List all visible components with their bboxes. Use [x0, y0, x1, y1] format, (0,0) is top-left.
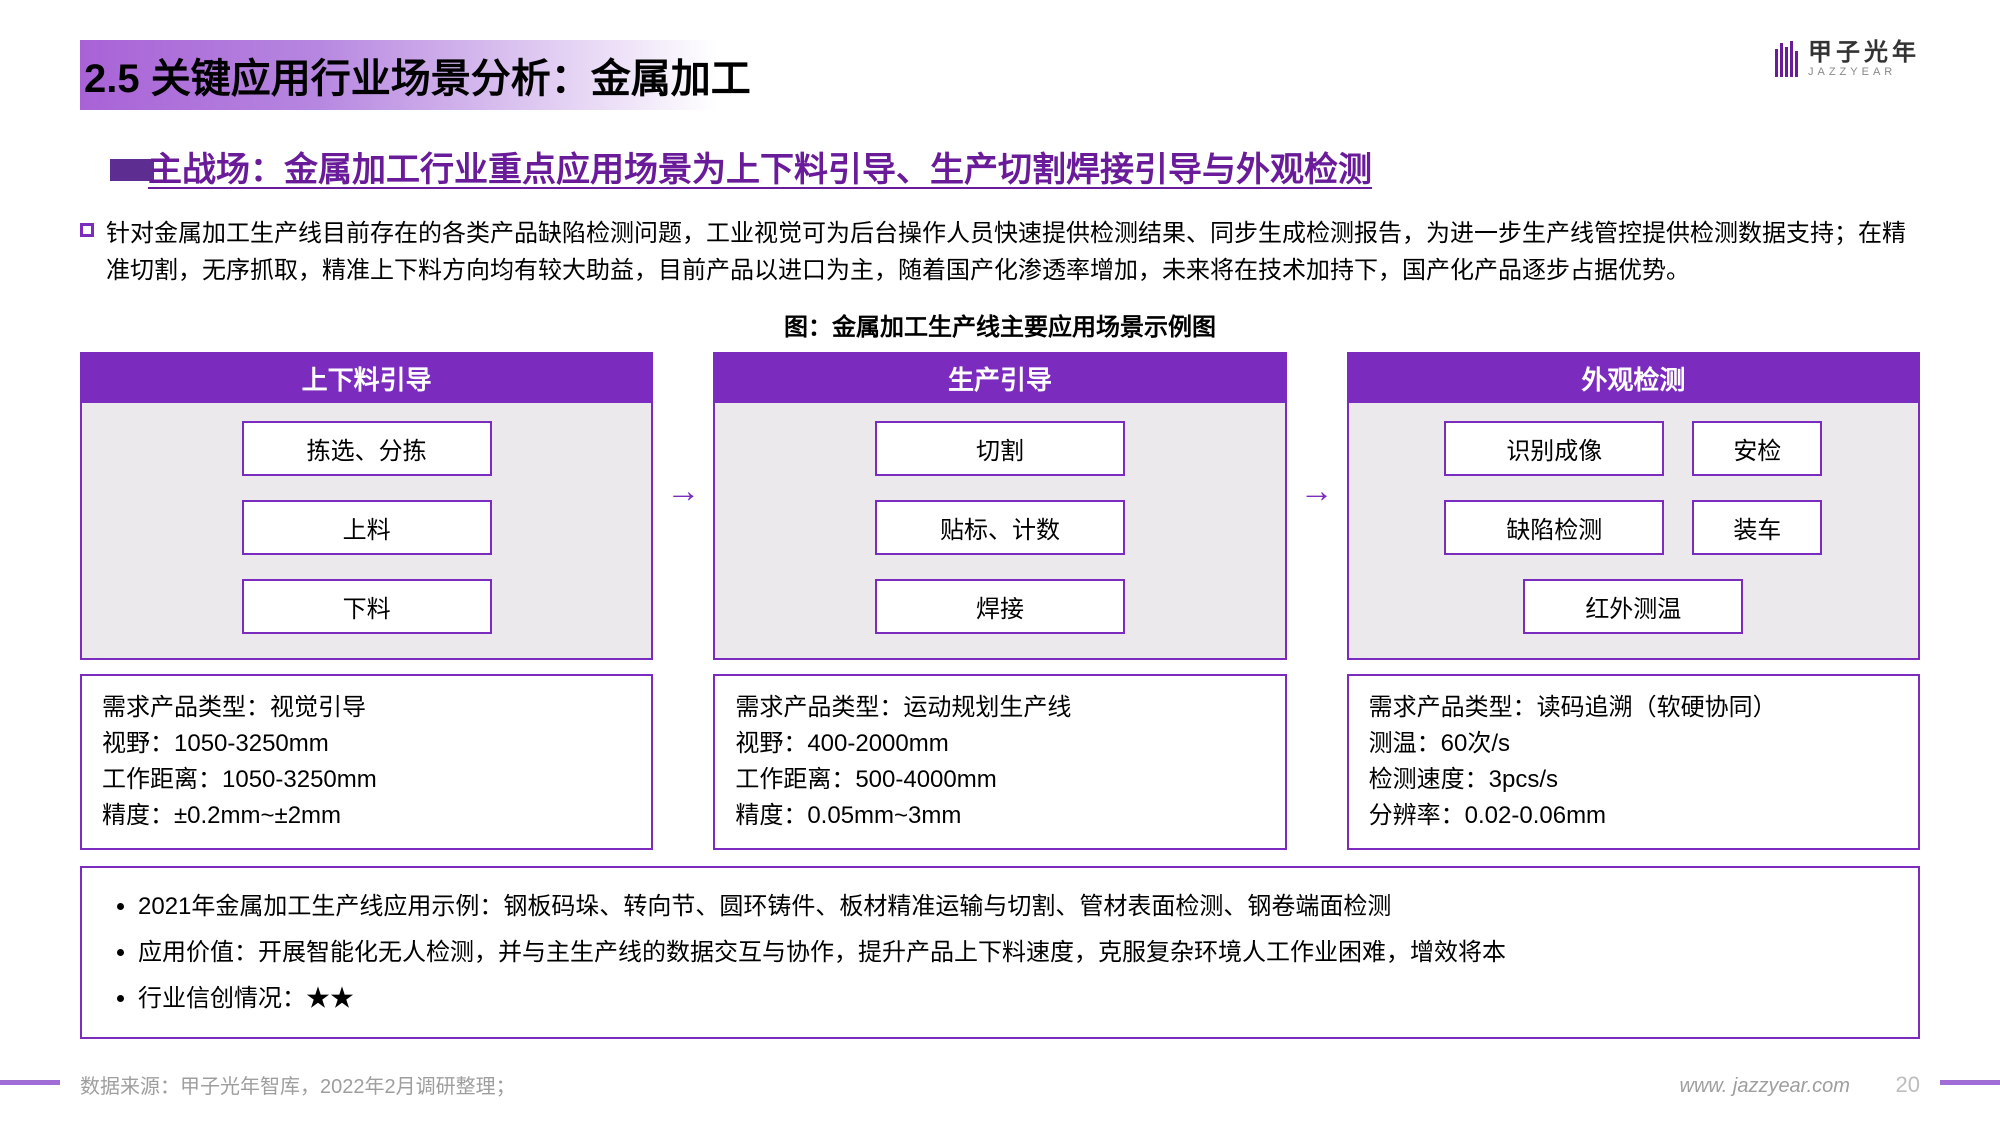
- items-wrap: 拣选、分拣上料下料: [94, 421, 639, 634]
- spec-box: 需求产品类型：运动规划生产线视野：400-2000mm工作距离：500-4000…: [713, 674, 1286, 850]
- item-box: 贴标、计数: [875, 500, 1125, 555]
- footer-accent-right: [1940, 1080, 2000, 1085]
- bottom-summary-box: 2021年金属加工生产线应用示例：钢板码垛、转向节、圆环铸件、板材精准运输与切割…: [80, 866, 1920, 1039]
- items-wrap: 切割贴标、计数焊接: [727, 421, 1272, 634]
- slide-title: 2.5 关键应用行业场景分析：金属加工: [80, 46, 751, 104]
- item-box: 上料: [242, 500, 492, 555]
- brand-name-en: JAZZYEAR: [1808, 66, 1920, 78]
- item-box: 切割: [875, 421, 1125, 476]
- footer-url: www. jazzyear.com: [1680, 1075, 1850, 1097]
- paragraph-text: 针对金属加工生产线目前存在的各类产品缺陷检测问题，工业视觉可为后台操作人员快速提…: [106, 215, 1920, 289]
- arrow-right-icon: →: [665, 352, 701, 511]
- item-row: 红外测温: [1361, 579, 1906, 634]
- slide-footer: 数据来源：甲子光年智库，2022年2月调研整理； www. jazzyear.c…: [80, 1070, 1920, 1099]
- category-card: 上下料引导拣选、分拣上料下料: [80, 352, 653, 660]
- card-header: 上下料引导: [82, 354, 651, 403]
- column-1: 生产引导切割贴标、计数焊接需求产品类型：运动规划生产线视野：400-2000mm…: [713, 352, 1286, 850]
- subtitle-text: 主战场：金属加工行业重点应用场景为上下料引导、生产切割焊接引导与外观检测: [148, 142, 1372, 191]
- spec-box: 需求产品类型：读码追溯（软硬协同）测温：60次/s检测速度：3pcs/s分辨率：…: [1347, 674, 1920, 850]
- paragraph-row: 针对金属加工生产线目前存在的各类产品缺陷检测问题，工业视觉可为后台操作人员快速提…: [80, 215, 1920, 289]
- item-box: 拣选、分拣: [242, 421, 492, 476]
- spec-box: 需求产品类型：视觉引导视野：1050-3250mm工作距离：1050-3250m…: [80, 674, 653, 850]
- item-box: 焊接: [875, 579, 1125, 634]
- category-card: 外观检测识别成像安检缺陷检测装车红外测温: [1347, 352, 1920, 660]
- square-bullet-icon: [80, 223, 94, 237]
- arrow-right-icon: →: [1299, 352, 1335, 511]
- column-2: 外观检测识别成像安检缺陷检测装车红外测温需求产品类型：读码追溯（软硬协同）测温：…: [1347, 352, 1920, 850]
- category-card: 生产引导切割贴标、计数焊接: [713, 352, 1286, 660]
- card-header: 生产引导: [715, 354, 1284, 403]
- items-wrap: 识别成像安检缺陷检测装车红外测温: [1361, 421, 1906, 634]
- footer-source: 数据来源：甲子光年智库，2022年2月调研整理；: [80, 1070, 516, 1099]
- summary-bullet: 行业信创情况：★★: [138, 976, 1890, 1022]
- page-number: 20: [1896, 1072, 1920, 1097]
- summary-bullet: 2021年金属加工生产线应用示例：钢板码垛、转向节、圆环铸件、板材精准运输与切割…: [138, 884, 1890, 930]
- column-0: 上下料引导拣选、分拣上料下料需求产品类型：视觉引导视野：1050-3250mm工…: [80, 352, 653, 850]
- slide-content: 甲子光年 JAZZYEAR 2.5 关键应用行业场景分析：金属加工 主战场：金属…: [80, 40, 1920, 1085]
- item-box: 安检: [1692, 421, 1822, 476]
- item-box: 下料: [242, 579, 492, 634]
- figure-title: 图：金属加工生产线主要应用场景示例图: [80, 307, 1920, 342]
- item-box: 缺陷检测: [1444, 500, 1664, 555]
- item-row: 识别成像安检: [1361, 421, 1906, 476]
- item-row: 缺陷检测装车: [1361, 500, 1906, 555]
- brand-logo: 甲子光年 JAZZYEAR: [1775, 40, 1920, 78]
- brand-name-cn: 甲子光年: [1808, 40, 1920, 66]
- footer-accent-left: [0, 1080, 60, 1085]
- title-bar: 2.5 关键应用行业场景分析：金属加工: [80, 40, 1920, 110]
- logo-mark-icon: [1775, 41, 1798, 77]
- item-box: 装车: [1692, 500, 1822, 555]
- card-header: 外观检测: [1349, 354, 1918, 403]
- summary-bullet: 应用价值：开展智能化无人检测，并与主生产线的数据交互与协作，提升产品上下料速度，…: [138, 930, 1890, 976]
- columns-container: 上下料引导拣选、分拣上料下料需求产品类型：视觉引导视野：1050-3250mm工…: [80, 352, 1920, 850]
- subtitle-row: 主战场：金属加工行业重点应用场景为上下料引导、生产切割焊接引导与外观检测: [110, 142, 1920, 191]
- item-box: 红外测温: [1523, 579, 1743, 634]
- item-box: 识别成像: [1444, 421, 1664, 476]
